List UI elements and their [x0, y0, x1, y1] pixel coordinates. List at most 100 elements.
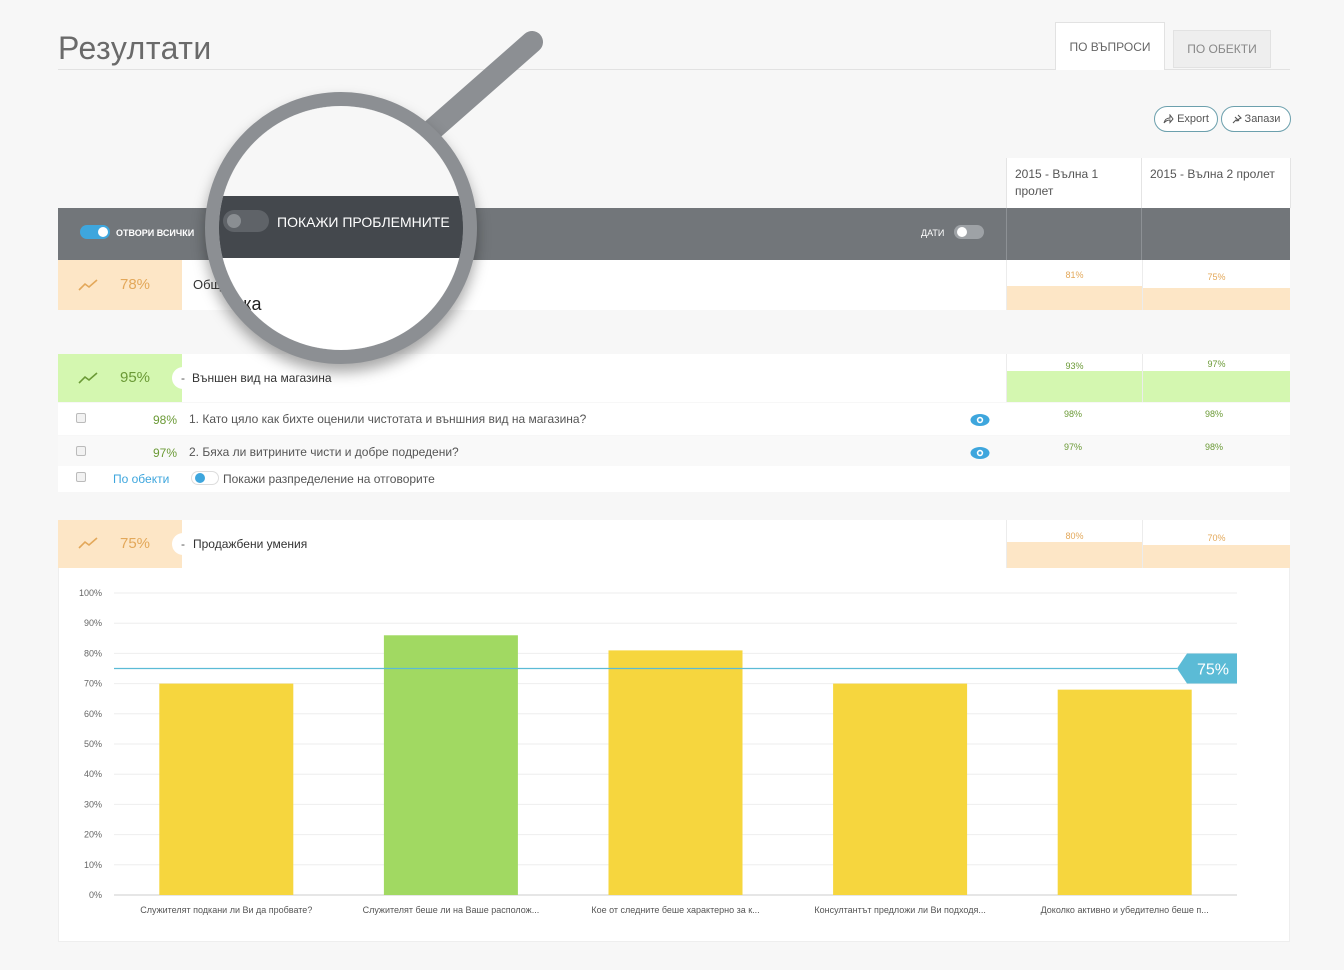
overall-wave-1: 81% [1006, 260, 1142, 310]
wave-bar [1007, 542, 1142, 568]
distribution-toggle[interactable] [191, 471, 219, 485]
appearance-score-value: 95% [120, 369, 151, 386]
wave-value: 75% [1207, 272, 1226, 282]
collapse-button[interactable]: - [172, 533, 194, 555]
bar [608, 650, 743, 895]
tab-by-objects[interactable]: ПО ОБЕКТИ [1173, 30, 1271, 68]
overall-score-value: 78% [120, 276, 151, 293]
y-tick-label: 40% [84, 769, 102, 779]
sales-wave-1: 80% [1006, 520, 1142, 568]
pin-icon [1232, 114, 1242, 124]
y-tick-label: 60% [84, 709, 102, 719]
question-checkbox[interactable] [76, 446, 86, 456]
question-score: 98% [153, 413, 178, 427]
appearance-section-label: Външен вид на магазина [192, 371, 332, 385]
wave-bar [1143, 288, 1290, 310]
toolbar-divider [1141, 208, 1142, 260]
reference-label: 75% [1197, 662, 1229, 679]
y-tick-label: 80% [84, 648, 102, 658]
distribution-label: Покажи разпределение на отговорите [223, 472, 435, 486]
reference-marker [1177, 653, 1237, 684]
x-tick-label: Служителят подкани ли Ви да пробвате? [140, 905, 312, 915]
open-all-toggle[interactable] [80, 225, 110, 239]
toolbar-divider [1006, 208, 1007, 260]
sales-score-box: 75% [58, 520, 182, 568]
bar [1057, 689, 1192, 895]
overall-score-label: Обща оценка [193, 277, 275, 292]
wave-bar [1007, 286, 1142, 310]
sales-bar-chart: 0% 10% 20% 30% 40% 50% 60% 70% 80% 90% 100% Служите… [79, 588, 1237, 915]
question-wave-value: 98% [1205, 409, 1224, 419]
x-tick-label: Служителят беше ли на Ваше располож... [363, 905, 540, 915]
title-divider [58, 69, 1290, 70]
overall-wave-2: 75% [1142, 260, 1290, 310]
overall-score-row[interactable]: 78% Обща оценка 81% 75% [58, 260, 1290, 310]
question-text: 2. Бяха ли витрините чисти и добре подре… [189, 445, 459, 459]
y-tick-label: 70% [84, 679, 102, 689]
y-tick-label: 100% [79, 588, 102, 598]
sales-score-value: 75% [120, 535, 151, 552]
section-footer-row: По обекти Покажи разпределение на отгово… [58, 466, 1290, 492]
y-tick-label: 0% [89, 890, 102, 900]
wave-value: 81% [1065, 270, 1084, 280]
dates-toggle[interactable] [954, 225, 984, 239]
section-sales[interactable]: 75% - Продажбени умения 80% 70% [58, 520, 1290, 568]
eye-icon[interactable] [970, 446, 990, 460]
by-objects-link[interactable]: По обекти [113, 472, 170, 486]
trend-line-icon[interactable] [78, 536, 98, 550]
dates-label: ДАТИ [921, 228, 945, 238]
question-wave-value: 97% [1064, 442, 1083, 452]
wave-bar [1007, 371, 1142, 402]
appearance-score-box: 95% [58, 354, 182, 402]
results-toolbar: ОТВОРИ ВСИЧКИ ДАТИ [58, 208, 1290, 260]
wave-bar [1143, 545, 1290, 568]
question-checkbox[interactable] [76, 413, 86, 423]
wave-bar [1143, 371, 1290, 402]
page-title: Резултати [58, 30, 212, 66]
section-checkbox[interactable] [76, 472, 86, 482]
x-tick-label: Консултантът предложи ли Ви подходя... [814, 905, 985, 915]
collapse-button[interactable]: - [172, 367, 194, 389]
appearance-wave-1: 93% [1006, 354, 1142, 402]
export-label: Export [1177, 113, 1209, 125]
overall-score-box: 78% [58, 260, 182, 310]
y-tick-label: 30% [84, 799, 102, 809]
bar [833, 683, 968, 895]
trend-line-icon[interactable] [78, 278, 98, 292]
wave-value: 97% [1207, 359, 1226, 369]
y-tick-label: 10% [84, 860, 102, 870]
question-text: 1. Като цяло как бихте оценили чистотата… [189, 412, 587, 426]
minus-icon: - [181, 371, 185, 385]
wave-header-1: 2015 - Вълна 1 пролет [1006, 158, 1142, 208]
export-button[interactable]: Export [1154, 106, 1218, 132]
sales-section-label: Продажбени умения [193, 537, 308, 551]
tab-by-questions[interactable]: ПО ВЪПРОСИ [1055, 22, 1165, 70]
y-tick-label: 90% [84, 618, 102, 628]
wave-value: 93% [1065, 361, 1084, 371]
wave-value: 70% [1207, 533, 1226, 543]
sales-wave-2: 70% [1142, 520, 1290, 568]
sales-chart-panel: 0% 10% 20% 30% 40% 50% 60% 70% 80% 90% 100% Служите… [58, 568, 1290, 942]
save-label: Запази [1244, 113, 1281, 125]
share-arrow-icon [1163, 114, 1174, 124]
minus-icon: - [181, 537, 185, 551]
x-tick-label: Доколко активно и убедително беше п... [1041, 905, 1209, 915]
question-row[interactable]: 98% 1. Като цяло как бихте оценили чисто… [58, 403, 1290, 435]
section-appearance[interactable]: 95% - Външен вид на магазина 93% 97% [58, 354, 1290, 402]
bar [159, 683, 294, 895]
trend-line-icon[interactable] [78, 371, 98, 385]
question-row[interactable]: 97% 2. Бяха ли витрините чисти и добре п… [58, 436, 1290, 468]
save-button[interactable]: Запази [1221, 106, 1291, 132]
x-tick-label: Кое от следните беше характерно за к... [591, 905, 759, 915]
y-tick-label: 20% [84, 830, 102, 840]
appearance-wave-2: 97% [1142, 354, 1290, 402]
question-wave-value: 98% [1064, 409, 1083, 419]
wave-value: 80% [1065, 531, 1084, 541]
y-tick-label: 50% [84, 739, 102, 749]
question-wave-value: 98% [1205, 442, 1224, 452]
wave-header-2: 2015 - Вълна 2 пролет [1141, 158, 1291, 208]
question-score: 97% [153, 446, 178, 460]
eye-icon[interactable] [970, 413, 990, 427]
bar [383, 635, 518, 895]
